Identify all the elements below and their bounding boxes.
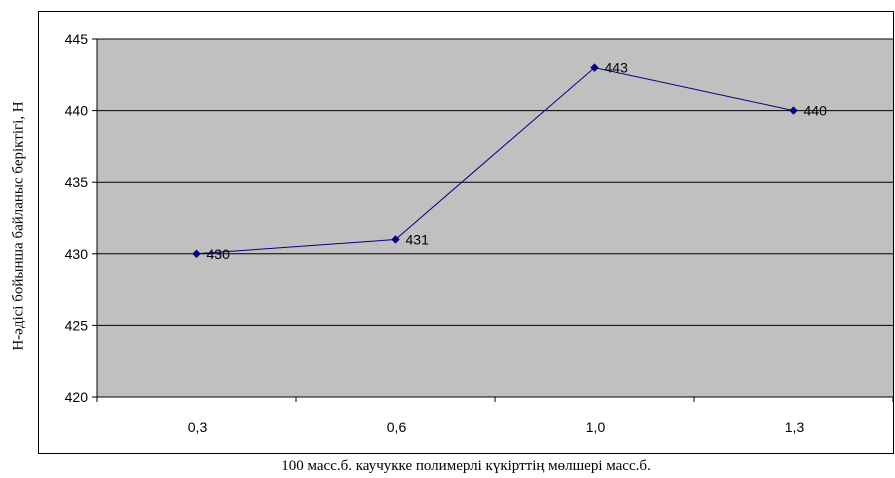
axes xyxy=(92,38,894,402)
plot-area xyxy=(97,39,893,397)
data-points xyxy=(192,63,798,259)
data-point-marker xyxy=(789,106,798,115)
x-tick-label: 0,3 xyxy=(188,419,208,435)
data-label: 440 xyxy=(804,103,828,119)
y-tick-label: 430 xyxy=(65,246,89,262)
data-point-marker xyxy=(192,249,201,259)
data-label: 431 xyxy=(406,231,430,247)
x-axis-title: 100 масс.б. каучукке полимерлі күкірттің… xyxy=(281,458,651,474)
x-tick-labels: 0,3 0,6 1,0 1,3 xyxy=(188,419,805,435)
data-label: 443 xyxy=(605,60,629,76)
gridlines xyxy=(97,38,893,326)
y-tick-label: 440 xyxy=(65,103,89,119)
y-axis-title: Н-әдісі бойынша байланыс беріктігі, Н xyxy=(10,101,27,351)
data-label: 430 xyxy=(207,246,231,262)
y-tick-labels: 420 425 430 435 440 445 xyxy=(65,31,89,405)
x-tick-label: 1,0 xyxy=(586,419,606,435)
data-labels: 430 431 443 440 xyxy=(207,60,828,262)
y-tick-label: 445 xyxy=(65,31,89,47)
x-tick-label: 0,6 xyxy=(387,419,407,435)
y-tick-label: 420 xyxy=(65,389,89,405)
y-tick-label: 425 xyxy=(65,317,89,333)
series-polyline xyxy=(196,67,794,255)
x-tick-label: 1,3 xyxy=(785,419,805,435)
series-line xyxy=(196,67,794,255)
y-tick-label: 435 xyxy=(65,174,89,190)
data-point-marker xyxy=(391,235,400,244)
data-point-marker xyxy=(590,63,599,72)
